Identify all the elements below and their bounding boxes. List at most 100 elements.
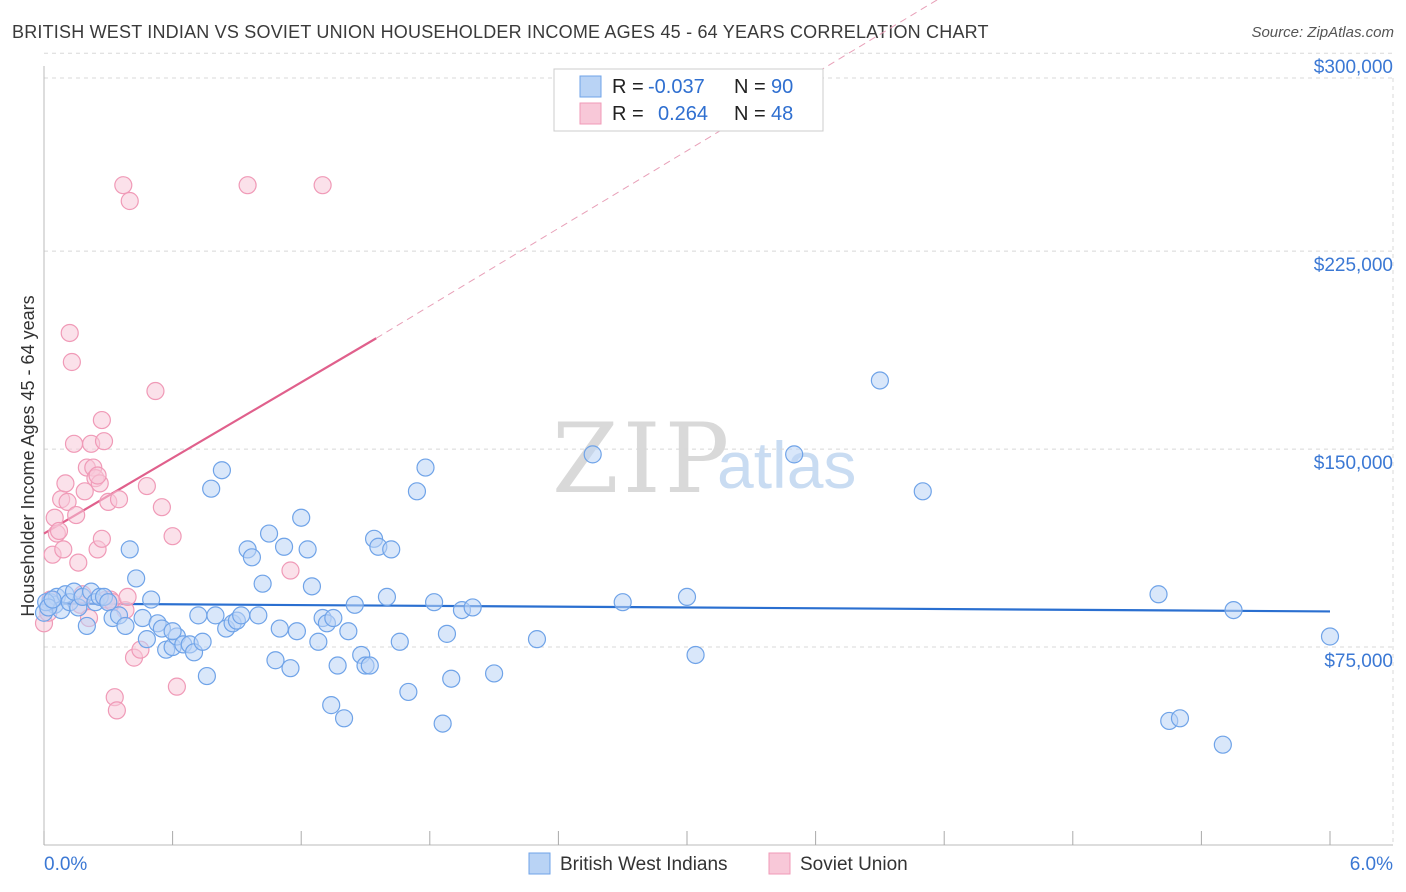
legend-r-label-2: R =: [612, 103, 644, 125]
british-west-indians-point: [302, 577, 322, 596]
british-west-indians-point: [324, 608, 343, 628]
british-west-indians-point: [377, 587, 397, 607]
british-west-indians-point: [309, 632, 328, 651]
british-west-indians-point: [390, 632, 409, 651]
british-west-indians-point: [399, 682, 418, 702]
british-west-indians-point: [527, 630, 547, 649]
watermark-atlas: atlas: [717, 428, 856, 502]
legend-swatch-pink: [579, 102, 602, 125]
british-west-indians-point: [1320, 627, 1340, 646]
soviet-union-point: [92, 529, 111, 548]
british-west-indians-point: [253, 574, 272, 593]
british-west-indians-point: [120, 540, 139, 559]
british-west-indians-point: [206, 606, 225, 625]
british-west-indians-point: [270, 619, 289, 638]
soviet-union-point: [60, 323, 79, 343]
british-west-indians-point: [913, 482, 932, 501]
bottom-legend-label-pink: Soviet Union: [800, 854, 908, 875]
british-west-indians-point: [437, 624, 457, 643]
soviet-union-point: [64, 434, 84, 453]
british-west-indians-point: [232, 606, 251, 625]
british-west-indians-point: [463, 598, 482, 617]
british-west-indians-point: [137, 630, 156, 649]
british-west-indians-point: [281, 659, 300, 678]
soviet-union-point: [67, 505, 86, 525]
source-label: Source: ZipAtlas.com: [1251, 24, 1394, 41]
legend-n-label-2: N =: [734, 103, 766, 125]
chart-title: BRITISH WEST INDIAN VS SOVIET UNION HOUS…: [12, 22, 989, 42]
british-west-indians-point: [433, 714, 452, 733]
soviet-union-point: [54, 540, 73, 559]
legend-r-label-1: R =: [612, 76, 644, 98]
y-tick-labels: $75,000 $150,000 $225,000 $300,000: [1314, 57, 1393, 672]
bottom-legend-swatch-blue: [528, 852, 551, 875]
british-west-indians-point: [249, 606, 268, 625]
bottom-legend-swatch-pink: [768, 852, 791, 875]
y-tick-label-1: $150,000: [1314, 453, 1393, 474]
watermark-zip: ZIP: [552, 403, 733, 515]
soviet-union-point: [94, 432, 114, 451]
soviet-union-point: [167, 677, 186, 696]
soviet-union-point: [109, 490, 129, 509]
british-west-indians-point: [212, 461, 231, 480]
soviet-union-point: [58, 492, 77, 511]
british-west-indians-point: [686, 645, 705, 665]
british-west-indians-point: [1170, 709, 1190, 728]
british-west-indians-point: [583, 445, 602, 464]
soviet-union-point: [114, 176, 133, 195]
legend-n-value-1: 90: [771, 76, 793, 98]
british-west-indians-point: [345, 595, 364, 614]
soviet-union-point: [69, 553, 88, 572]
british-west-indians-point: [382, 540, 401, 559]
soviet-union-trend-dashed: [375, 0, 938, 339]
grid-lines: [44, 52, 1394, 845]
british-west-indians-point: [193, 632, 212, 651]
british-west-indians-point: [677, 587, 697, 607]
x-tick-label-min: 0.0%: [44, 854, 87, 875]
british-west-indians-point: [189, 606, 208, 625]
british-west-indians-point: [407, 482, 427, 501]
soviet-union-point: [75, 482, 94, 501]
british-west-indians-point: [116, 616, 135, 636]
soviet-union-point: [92, 410, 111, 430]
british-west-indians-point: [43, 590, 62, 609]
soviet-union-point: [313, 176, 332, 195]
y-tick-label-3: $300,000: [1314, 57, 1393, 78]
british-west-indians-point: [298, 540, 317, 559]
british-west-indians-point: [142, 590, 161, 609]
soviet-union-point: [281, 561, 300, 580]
british-west-indians-point: [485, 664, 504, 683]
british-west-indians-points: [34, 371, 1340, 754]
soviet-union-point: [238, 176, 257, 195]
legend-swatch-blue: [579, 75, 602, 98]
british-west-indians-point: [242, 548, 262, 567]
british-west-indians-point: [424, 593, 444, 612]
british-west-indians-point: [274, 537, 294, 556]
soviet-union-point: [118, 587, 137, 607]
soviet-union-point: [49, 521, 69, 541]
soviet-union-point: [120, 191, 139, 211]
british-west-indians-point: [328, 656, 347, 675]
soviet-union-point: [152, 498, 171, 517]
british-west-indians-point: [266, 651, 285, 670]
soviet-union-point: [88, 466, 107, 485]
british-west-indians-point: [442, 669, 461, 688]
british-west-indians-point: [163, 622, 182, 641]
british-west-indians-point: [322, 696, 341, 715]
british-west-indians-point: [292, 508, 311, 527]
axes: [43, 66, 1393, 846]
british-west-indians-point: [259, 524, 279, 543]
british-west-indians-point: [360, 656, 379, 675]
soviet-union-point: [62, 352, 81, 372]
y-axis-label: Householder Income Ages 45 - 64 years: [18, 295, 38, 616]
british-west-indians-point: [334, 709, 354, 728]
soviet-union-point: [107, 701, 126, 720]
british-west-indians-point: [77, 616, 96, 636]
series-legend: British West Indians Soviet Union: [528, 852, 908, 875]
british-west-indians-point: [1149, 585, 1168, 604]
soviet-union-point: [137, 476, 156, 496]
x-tick-label-max: 6.0%: [1350, 854, 1393, 875]
soviet-union-point: [56, 474, 75, 493]
legend-n-label-1: N =: [734, 76, 766, 98]
